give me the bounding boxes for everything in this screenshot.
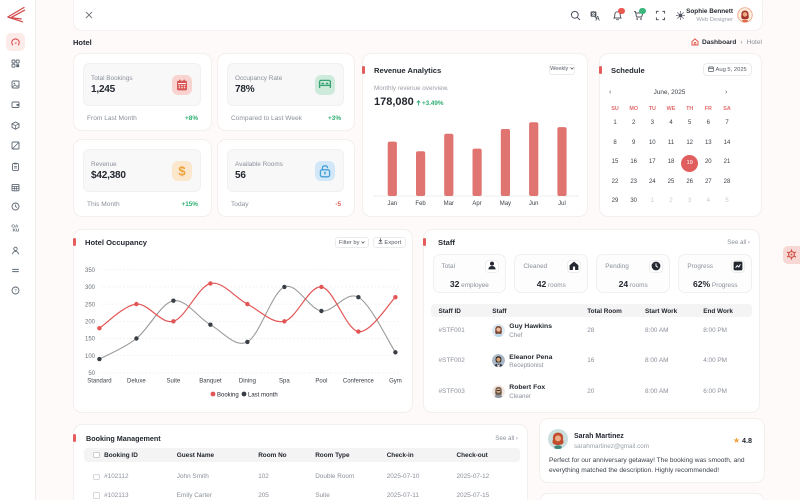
svg-text:Jan: Jan (387, 201, 397, 207)
svg-text:Last month: Last month (248, 392, 278, 398)
svg-text:Jul: Jul (558, 201, 566, 207)
svg-text:300: 300 (85, 285, 96, 291)
svg-text:OA: OA (11, 223, 19, 228)
svg-text:$: $ (178, 164, 186, 179)
svg-text:50: 50 (88, 371, 95, 377)
svg-text:Pool: Pool (315, 379, 327, 385)
svg-text:Spa: Spa (279, 379, 290, 385)
svg-text:Jun: Jun (529, 201, 539, 207)
svg-text:Banquet: Banquet (199, 379, 222, 385)
svg-text:Feb: Feb (415, 201, 426, 207)
svg-text:100: 100 (85, 354, 96, 360)
svg-text:A: A (595, 16, 600, 21)
svg-text:?: ? (14, 288, 17, 293)
svg-text:Apr: Apr (472, 201, 481, 207)
svg-text:Standard: Standard (87, 379, 111, 385)
svg-text:Booking: Booking (217, 392, 239, 398)
svg-text:Suite: Suite (167, 379, 181, 385)
svg-text:250: 250 (85, 302, 96, 308)
svg-text:350: 350 (85, 268, 96, 274)
svg-text:May: May (500, 201, 511, 207)
svg-text:Mar: Mar (444, 201, 454, 207)
svg-text:Dining: Dining (239, 379, 256, 385)
svg-text:200: 200 (85, 320, 96, 326)
svg-text:Gym: Gym (389, 379, 402, 385)
svg-text:Conference: Conference (343, 379, 375, 385)
svg-text:150: 150 (85, 337, 96, 343)
svg-text:KU: KU (12, 228, 19, 232)
svg-text:Deluxe: Deluxe (127, 379, 146, 385)
